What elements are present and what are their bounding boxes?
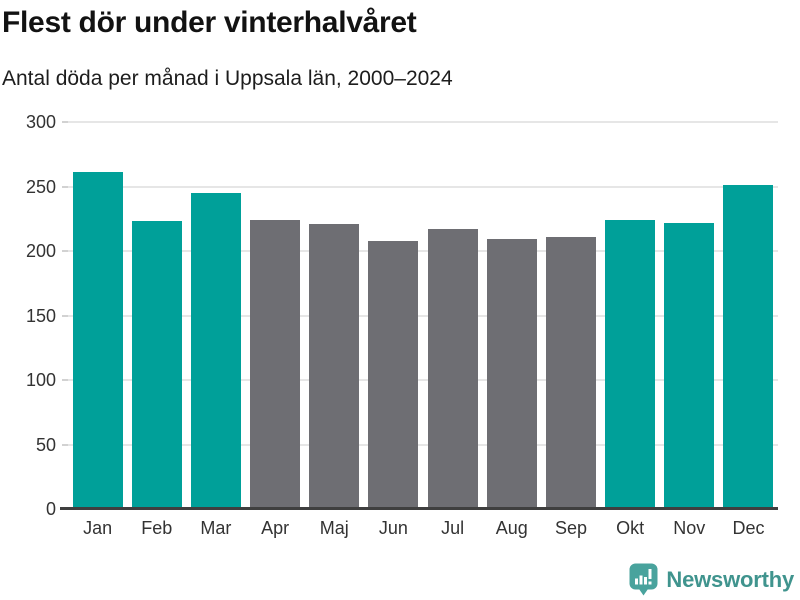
x-label-maj: Maj bbox=[319, 518, 349, 538]
y-tick-label-300: 300 bbox=[25, 112, 56, 132]
bar-jun bbox=[368, 240, 419, 509]
x-label-apr: Apr bbox=[261, 518, 290, 538]
chart-title: Flest dör under vinterhalvåret bbox=[2, 6, 417, 39]
y-tick-300 bbox=[62, 121, 73, 123]
bar-feb bbox=[131, 221, 182, 509]
bar-dec bbox=[723, 185, 774, 509]
grid-line-250 bbox=[68, 185, 778, 188]
x-label-dec: Dec bbox=[732, 518, 765, 538]
bar-jan bbox=[72, 172, 123, 509]
bar-slot-apr bbox=[246, 122, 305, 509]
x-label-okt: Okt bbox=[616, 518, 645, 538]
bar-slot-sep bbox=[541, 122, 600, 509]
y-tick-200 bbox=[62, 250, 73, 252]
bar-apr bbox=[250, 220, 301, 509]
bar-slot-jul bbox=[423, 122, 482, 509]
bar-slot-aug bbox=[482, 122, 541, 509]
bar-series bbox=[68, 122, 778, 509]
x-label-jan: Jan bbox=[83, 518, 113, 538]
y-tick-label-150: 150 bbox=[25, 305, 56, 326]
bar-slot-jun bbox=[364, 122, 423, 509]
bar-okt bbox=[605, 220, 656, 509]
grid-line-150 bbox=[68, 314, 778, 317]
brand-wordmark: Newsworthy bbox=[666, 566, 794, 592]
bar-slot-dec bbox=[719, 122, 778, 509]
bar-sep bbox=[545, 236, 596, 509]
bar-nov bbox=[664, 222, 715, 509]
y-tick-100 bbox=[62, 379, 73, 381]
bar-slot-feb bbox=[127, 122, 186, 509]
bar-aug bbox=[486, 239, 537, 509]
y-tick-250 bbox=[62, 185, 73, 188]
y-tick-label-50: 50 bbox=[35, 434, 56, 455]
bar-slot-maj bbox=[305, 122, 364, 509]
x-axis-labels: Jan Feb Mar Apr Maj Jun Jul Aug Sep Okt Nov Dec bbox=[68, 518, 778, 539]
x-label-mar: Mar bbox=[200, 518, 232, 538]
y-tick-label-0: 0 bbox=[45, 499, 56, 519]
x-label-feb: Feb bbox=[141, 518, 173, 538]
x-label-jul: Jul bbox=[441, 518, 465, 538]
bar-slot-okt bbox=[601, 122, 660, 509]
brand-footer: Newsworthy bbox=[629, 563, 794, 596]
grid-line-50 bbox=[68, 443, 778, 446]
chart-subtitle: Antal döda per månad i Uppsala län, 2000… bbox=[2, 67, 453, 90]
grid-line-100 bbox=[68, 379, 778, 381]
bar-slot-mar bbox=[186, 122, 245, 509]
x-axis-line bbox=[60, 507, 778, 510]
y-tick-label-200: 200 bbox=[25, 241, 56, 261]
y-tick-label-100: 100 bbox=[25, 370, 56, 390]
x-label-aug: Aug bbox=[495, 518, 528, 538]
grid-line-300 bbox=[68, 121, 778, 123]
x-label-jun: Jun bbox=[378, 518, 408, 538]
y-tick-50 bbox=[62, 443, 73, 446]
bar-chart-speech-bubble-icon bbox=[629, 563, 658, 596]
bar-maj bbox=[309, 223, 360, 509]
bar-jul bbox=[427, 229, 478, 509]
plot-area bbox=[68, 121, 778, 509]
y-tick-label-250: 250 bbox=[25, 176, 56, 197]
x-label-nov: Nov bbox=[673, 518, 706, 538]
bar-slot-jan bbox=[68, 122, 127, 509]
y-tick-150 bbox=[62, 314, 73, 317]
bar-mar bbox=[190, 192, 241, 509]
bar-slot-nov bbox=[660, 122, 719, 509]
grid-line-200 bbox=[68, 250, 778, 252]
x-label-sep: Sep bbox=[554, 518, 587, 538]
